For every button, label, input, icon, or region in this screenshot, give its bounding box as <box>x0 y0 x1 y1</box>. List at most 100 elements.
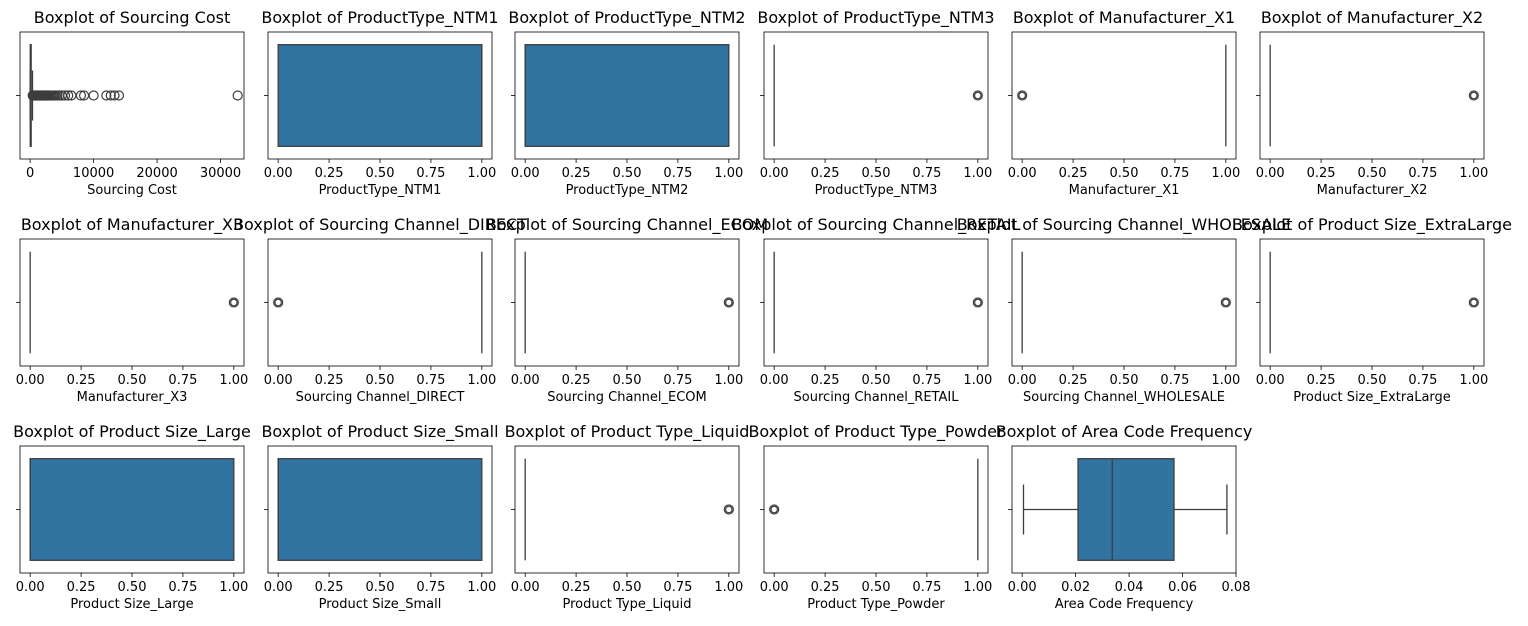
subplot-title: Boxplot of ProductType_NTM1 <box>261 8 498 28</box>
outlier-point <box>101 90 112 101</box>
x-tick-label: 0.75 <box>1408 373 1437 388</box>
x-tick-label: 0.00 <box>1008 580 1037 595</box>
subplot-5: Boxplot of Manufacturer_X2 0.00 0.25 0.50 0.… <box>1256 8 1489 198</box>
x-tick-label: 0.25 <box>1307 373 1336 388</box>
outlier-point <box>974 298 982 307</box>
x-tick-label: 0.50 <box>613 373 642 388</box>
subplot-title: Boxplot of Product Size_Large <box>13 422 251 442</box>
x-tick-label: 0.25 <box>315 580 344 595</box>
x-tick-label: 0.75 <box>416 373 445 388</box>
x-tick-label: 0.50 <box>862 166 891 181</box>
iqr-box <box>1077 458 1175 561</box>
x-tick-label: 1.00 <box>467 166 496 181</box>
x-tick-label: 0.75 <box>168 373 197 388</box>
x-axis-label: Product Type_Powder <box>807 597 945 612</box>
x-axis-label: Product Type_Liquid <box>562 597 691 612</box>
x-tick-label: 0.50 <box>366 580 395 595</box>
x-tick-label: 1.00 <box>714 166 743 181</box>
x-tick-label: 30000 <box>200 166 241 181</box>
x-tick-label: 0.50 <box>118 373 147 388</box>
axes-frame <box>514 238 740 367</box>
x-tick-label: 0.75 <box>416 166 445 181</box>
x-tick-label: 0.25 <box>562 580 591 595</box>
x-tick-label: 0.50 <box>118 580 147 595</box>
x-tick-label: 0.50 <box>1110 373 1139 388</box>
x-tick-label: 0.50 <box>366 373 395 388</box>
outlier-point <box>1470 298 1478 307</box>
x-axis-label: Manufacturer_X1 <box>1069 183 1180 198</box>
axes-frame <box>1011 238 1237 367</box>
x-tick-label: 0.75 <box>1160 166 1189 181</box>
x-tick-label: 1.00 <box>219 373 248 388</box>
subplot-title: Boxplot of Product Size_ExtraLarge <box>1232 215 1512 235</box>
x-tick-label: 1.00 <box>1211 166 1240 181</box>
x-axis-label: Sourcing Channel_DIRECT <box>296 390 465 405</box>
x-tick-label: 0.75 <box>912 166 941 181</box>
subplot-title: Boxplot of Product Size_Small <box>261 422 498 442</box>
outlier-point <box>725 298 733 307</box>
x-tick-label: 0.00 <box>264 580 293 595</box>
iqr-box <box>524 44 730 147</box>
subplot-1: Boxplot of ProductType_NTM1 0.00 0.25 0.50 0… <box>261 8 498 198</box>
subplot-title: Boxplot of ProductType_NTM3 <box>757 8 994 28</box>
outlier-point <box>113 90 125 101</box>
outlier-point <box>723 297 734 308</box>
outlier-point <box>1220 297 1231 308</box>
x-tick-label: 0.00 <box>1008 373 1037 388</box>
x-tick-label: 1.00 <box>467 580 496 595</box>
x-tick-label: 1.00 <box>219 580 248 595</box>
axes-frame <box>1011 445 1237 574</box>
x-axis-label: Product Size_Small <box>319 597 442 612</box>
axes-frame <box>763 238 989 367</box>
axes-frame <box>514 445 740 574</box>
subplot-title: Boxplot of Sourcing Channel_WHOLESALE <box>957 215 1292 235</box>
x-tick-label: 0.00 <box>1256 166 1285 181</box>
x-tick-label: 0.75 <box>416 580 445 595</box>
x-tick-label: 0.25 <box>811 580 840 595</box>
x-tick-label: 0.75 <box>912 373 941 388</box>
subplot-4: Boxplot of Manufacturer_X1 0.00 0.25 0.50 0.… <box>1008 8 1241 198</box>
subplot-0: Boxplot of Sourcing Cost 0 10000 20000 30000… <box>16 8 245 198</box>
outlier-point <box>770 505 778 514</box>
axes-frame <box>267 445 493 574</box>
x-tick-label: 0.25 <box>562 373 591 388</box>
x-tick-label: 0.25 <box>811 373 840 388</box>
x-tick-label: 0.50 <box>613 166 642 181</box>
x-tick-label: 0.00 <box>760 580 789 595</box>
subplot-title: Boxplot of Sourcing Cost <box>34 8 231 27</box>
x-tick-label: 0.75 <box>1160 373 1189 388</box>
subplot-7: Boxplot of Sourcing Channel_DIRECT 0.00 0.… <box>233 215 527 405</box>
outlier-point <box>1017 90 1028 101</box>
axes-frame <box>1259 238 1485 367</box>
x-tick-label: 0.75 <box>912 580 941 595</box>
x-tick-label: 0.00 <box>1256 373 1285 388</box>
x-tick-label: 0.08 <box>1222 580 1251 595</box>
axes-frame <box>1259 31 1485 160</box>
x-tick-label: 0.50 <box>1110 166 1139 181</box>
axes-frame <box>514 31 740 160</box>
axes-frame <box>763 31 989 160</box>
outlier-point <box>1468 297 1479 308</box>
outlier-point <box>769 504 780 515</box>
outlier-point <box>972 297 983 308</box>
subplot-3: Boxplot of ProductType_NTM3 0.00 0.25 0.50 0… <box>757 8 994 198</box>
x-tick-label: 0.00 <box>511 373 540 388</box>
x-tick-label: 0 <box>26 166 34 181</box>
x-tick-label: 0.25 <box>811 166 840 181</box>
subplot-15: Boxplot of Product Type_Powder 0.00 0.25 0.… <box>748 422 1004 612</box>
x-axis-label: Area Code Frequency <box>1055 597 1194 612</box>
x-tick-label: 0.50 <box>1358 166 1387 181</box>
outlier-point <box>273 297 284 308</box>
x-tick-label: 0.00 <box>16 373 45 388</box>
subplot-12: Boxplot of Product Size_Large 0.00 0.25 0.5… <box>13 422 251 612</box>
x-tick-label: 1.00 <box>467 373 496 388</box>
x-tick-label: 0.25 <box>562 166 591 181</box>
outlier-point <box>75 90 87 101</box>
x-axis-label: Product Size_ExtraLarge <box>1293 390 1451 405</box>
x-tick-label: 1.00 <box>1211 373 1240 388</box>
subplot-16: Boxplot of Area Code Frequency 0.00 0.02 0.… <box>996 422 1253 612</box>
subplot-8: Boxplot of Sourcing Channel_ECOM 0.00 0.25… <box>486 215 768 405</box>
outlier-point <box>1470 91 1478 100</box>
outlier-point <box>63 90 74 101</box>
